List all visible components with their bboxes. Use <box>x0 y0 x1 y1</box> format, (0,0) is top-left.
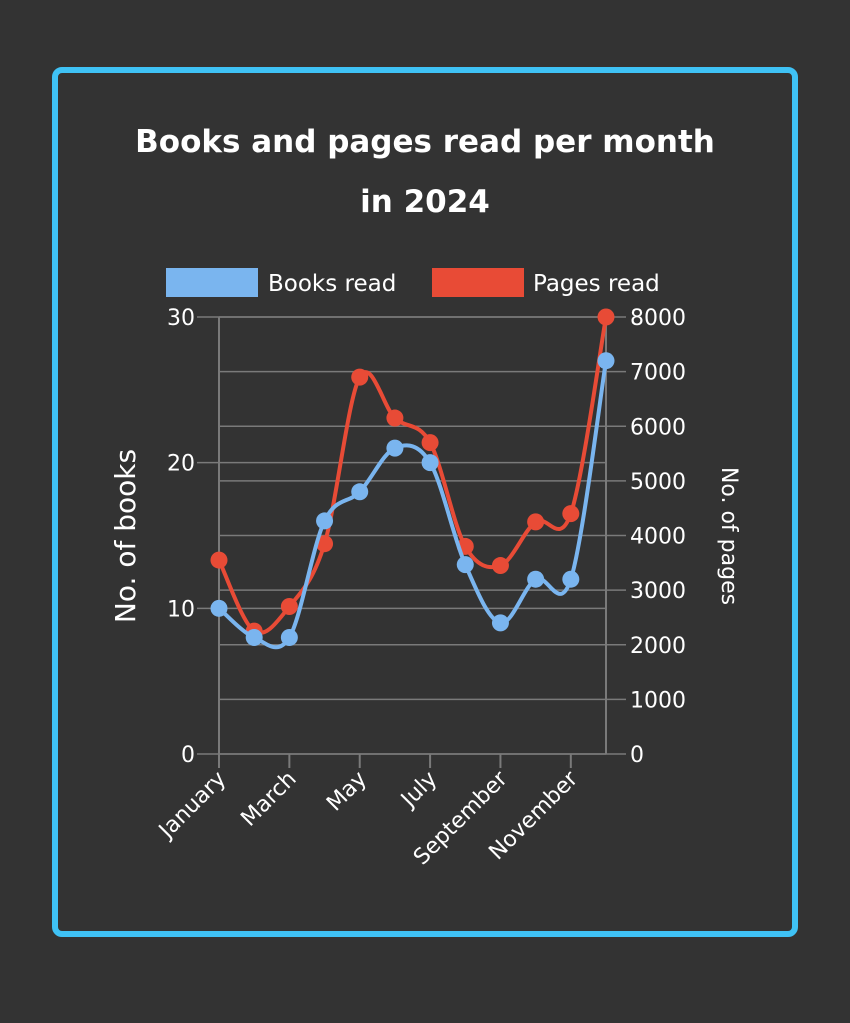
chart-title-line-1: Books and pages read per month <box>135 124 715 160</box>
legend-swatch-pages <box>432 268 524 297</box>
point-pages-read-november <box>562 505 580 523</box>
point-books-read-november <box>562 570 580 588</box>
x-tick-label-july: July <box>395 767 442 814</box>
y-axis-right-label: No. of pages <box>716 467 741 605</box>
point-books-read-december <box>597 352 615 370</box>
point-pages-read-may <box>351 368 369 386</box>
point-books-read-may <box>351 483 369 501</box>
legend-label-pages: Pages read <box>533 271 660 297</box>
y-left-tick-label-30: 30 <box>167 306 195 331</box>
y-right-tick-label-3000: 3000 <box>630 579 686 604</box>
point-pages-read-december <box>597 308 615 326</box>
point-books-read-october <box>527 570 545 588</box>
legend-swatch-books <box>166 268 258 297</box>
x-tick-label-march: March <box>236 767 301 832</box>
point-books-read-june <box>386 439 404 457</box>
x-tick-label-may: May <box>322 767 372 817</box>
series-layer <box>210 308 615 650</box>
y-right-tick-label-1000: 1000 <box>630 688 686 713</box>
y-right-tick-label-0: 0 <box>630 743 644 768</box>
point-books-read-july <box>421 454 439 472</box>
y-right-tick-label-8000: 8000 <box>630 306 686 331</box>
y-axis-left-label: No. of books <box>109 449 142 623</box>
point-books-read-september <box>491 614 509 632</box>
axis-layer <box>218 317 607 768</box>
point-books-read-february <box>245 628 263 646</box>
point-pages-read-july <box>421 434 439 452</box>
point-books-read-august <box>456 556 474 574</box>
grid-layer <box>197 316 626 755</box>
y-right-tick-label-2000: 2000 <box>630 634 686 659</box>
y-left-tick-label-20: 20 <box>167 452 195 477</box>
point-pages-read-january <box>210 551 228 569</box>
chart-title-line-2: in 2024 <box>360 184 490 220</box>
point-pages-read-september <box>491 557 509 575</box>
y-right-tick-label-6000: 6000 <box>630 415 686 440</box>
point-books-read-april <box>316 512 334 530</box>
point-pages-read-june <box>386 409 404 427</box>
point-pages-read-april <box>316 535 334 553</box>
chart-frame <box>52 67 798 937</box>
y-right-tick-label-7000: 7000 <box>630 361 686 386</box>
point-pages-read-october <box>527 513 545 531</box>
y-left-tick-label-0: 0 <box>181 743 195 768</box>
point-books-read-march <box>280 628 298 646</box>
series-line-books-read <box>217 360 608 650</box>
point-pages-read-march <box>280 598 298 616</box>
legend-label-books: Books read <box>268 271 396 297</box>
y-right-tick-label-5000: 5000 <box>630 470 686 495</box>
y-left-tick-label-10: 10 <box>167 597 195 622</box>
point-books-read-january <box>210 599 228 617</box>
y-right-tick-label-4000: 4000 <box>630 525 686 550</box>
x-tick-label-january: January <box>153 767 231 845</box>
